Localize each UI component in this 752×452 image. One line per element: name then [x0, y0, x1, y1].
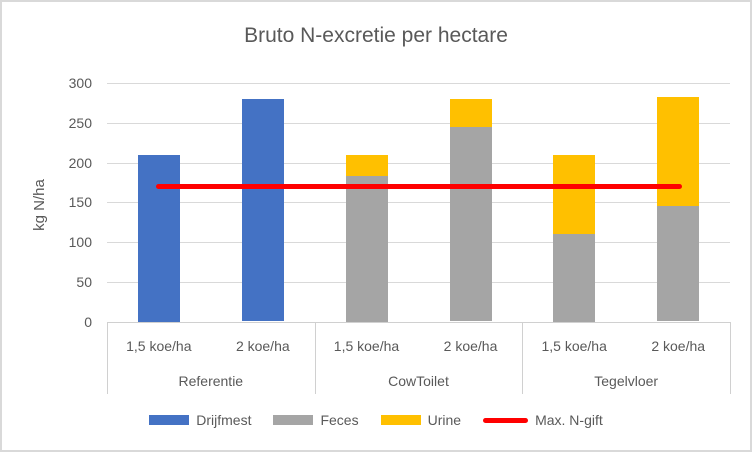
y-tick-label: 50 [76, 273, 92, 290]
y-tick-label: 0 [84, 313, 92, 330]
gridline [107, 281, 730, 283]
y-tick-label: 150 [68, 194, 92, 211]
bar-segment-feces [345, 176, 388, 322]
legend: Drijfmest Feces Urine Max. N-gift [2, 412, 750, 428]
legend-item: Drijfmest [149, 412, 251, 428]
legend-label: Feces [320, 412, 359, 428]
group-label: CowToilet [388, 373, 449, 389]
category-axis-divider [314, 322, 316, 394]
gridline [107, 202, 730, 204]
y-tick-label: 300 [68, 75, 92, 91]
legend-item: Urine [380, 412, 462, 428]
group-label: Referentie [178, 373, 244, 389]
legend-label: Max. N-gift [535, 412, 603, 428]
gridline [107, 162, 730, 164]
legend-label: Urine [427, 412, 462, 428]
legend-swatch [149, 415, 190, 425]
max-n-gift-line [156, 183, 682, 189]
category-axis-divider [730, 322, 731, 394]
y-tick-label: 100 [68, 234, 92, 250]
gridline [107, 122, 730, 124]
legend-swatch [273, 415, 314, 425]
chart-title: Bruto N-excretie per hectare [244, 24, 508, 47]
group-label: Tegelvloer [594, 373, 659, 389]
bar-segment-drijfmest [241, 98, 284, 322]
bar-segment-urine [553, 154, 596, 234]
bar-segment-feces [449, 126, 492, 322]
category-label: 2 koe/ha [235, 338, 290, 354]
y-tick-label: 200 [68, 154, 92, 171]
category-label: 1,5 koe/ha [333, 338, 400, 354]
bar-segment-feces [553, 234, 596, 322]
bar-segment-urine [449, 98, 492, 127]
category-axis-divider [522, 322, 524, 394]
category-axis-divider [107, 322, 108, 394]
legend-item: Max. N-gift [483, 412, 603, 428]
bar-segment-urine [345, 154, 388, 176]
x-axis-line [107, 321, 730, 323]
bar-segment-feces [657, 206, 700, 322]
category-label: 2 koe/ha [651, 338, 706, 354]
legend-line-marker [483, 417, 529, 423]
legend-item: Feces [273, 412, 359, 428]
category-label: 2 koe/ha [443, 338, 498, 354]
y-tick-label: 250 [68, 114, 92, 131]
bar-segment-drijfmest [137, 154, 180, 322]
legend-label: Drijfmest [196, 412, 252, 428]
category-label: 1,5 koe/ha [126, 338, 192, 354]
legend-swatch [380, 415, 421, 425]
category-label: 1,5 koe/ha [541, 338, 607, 354]
gridline [107, 242, 730, 243]
bar-segment-urine [657, 97, 700, 207]
gridline [107, 83, 730, 84]
